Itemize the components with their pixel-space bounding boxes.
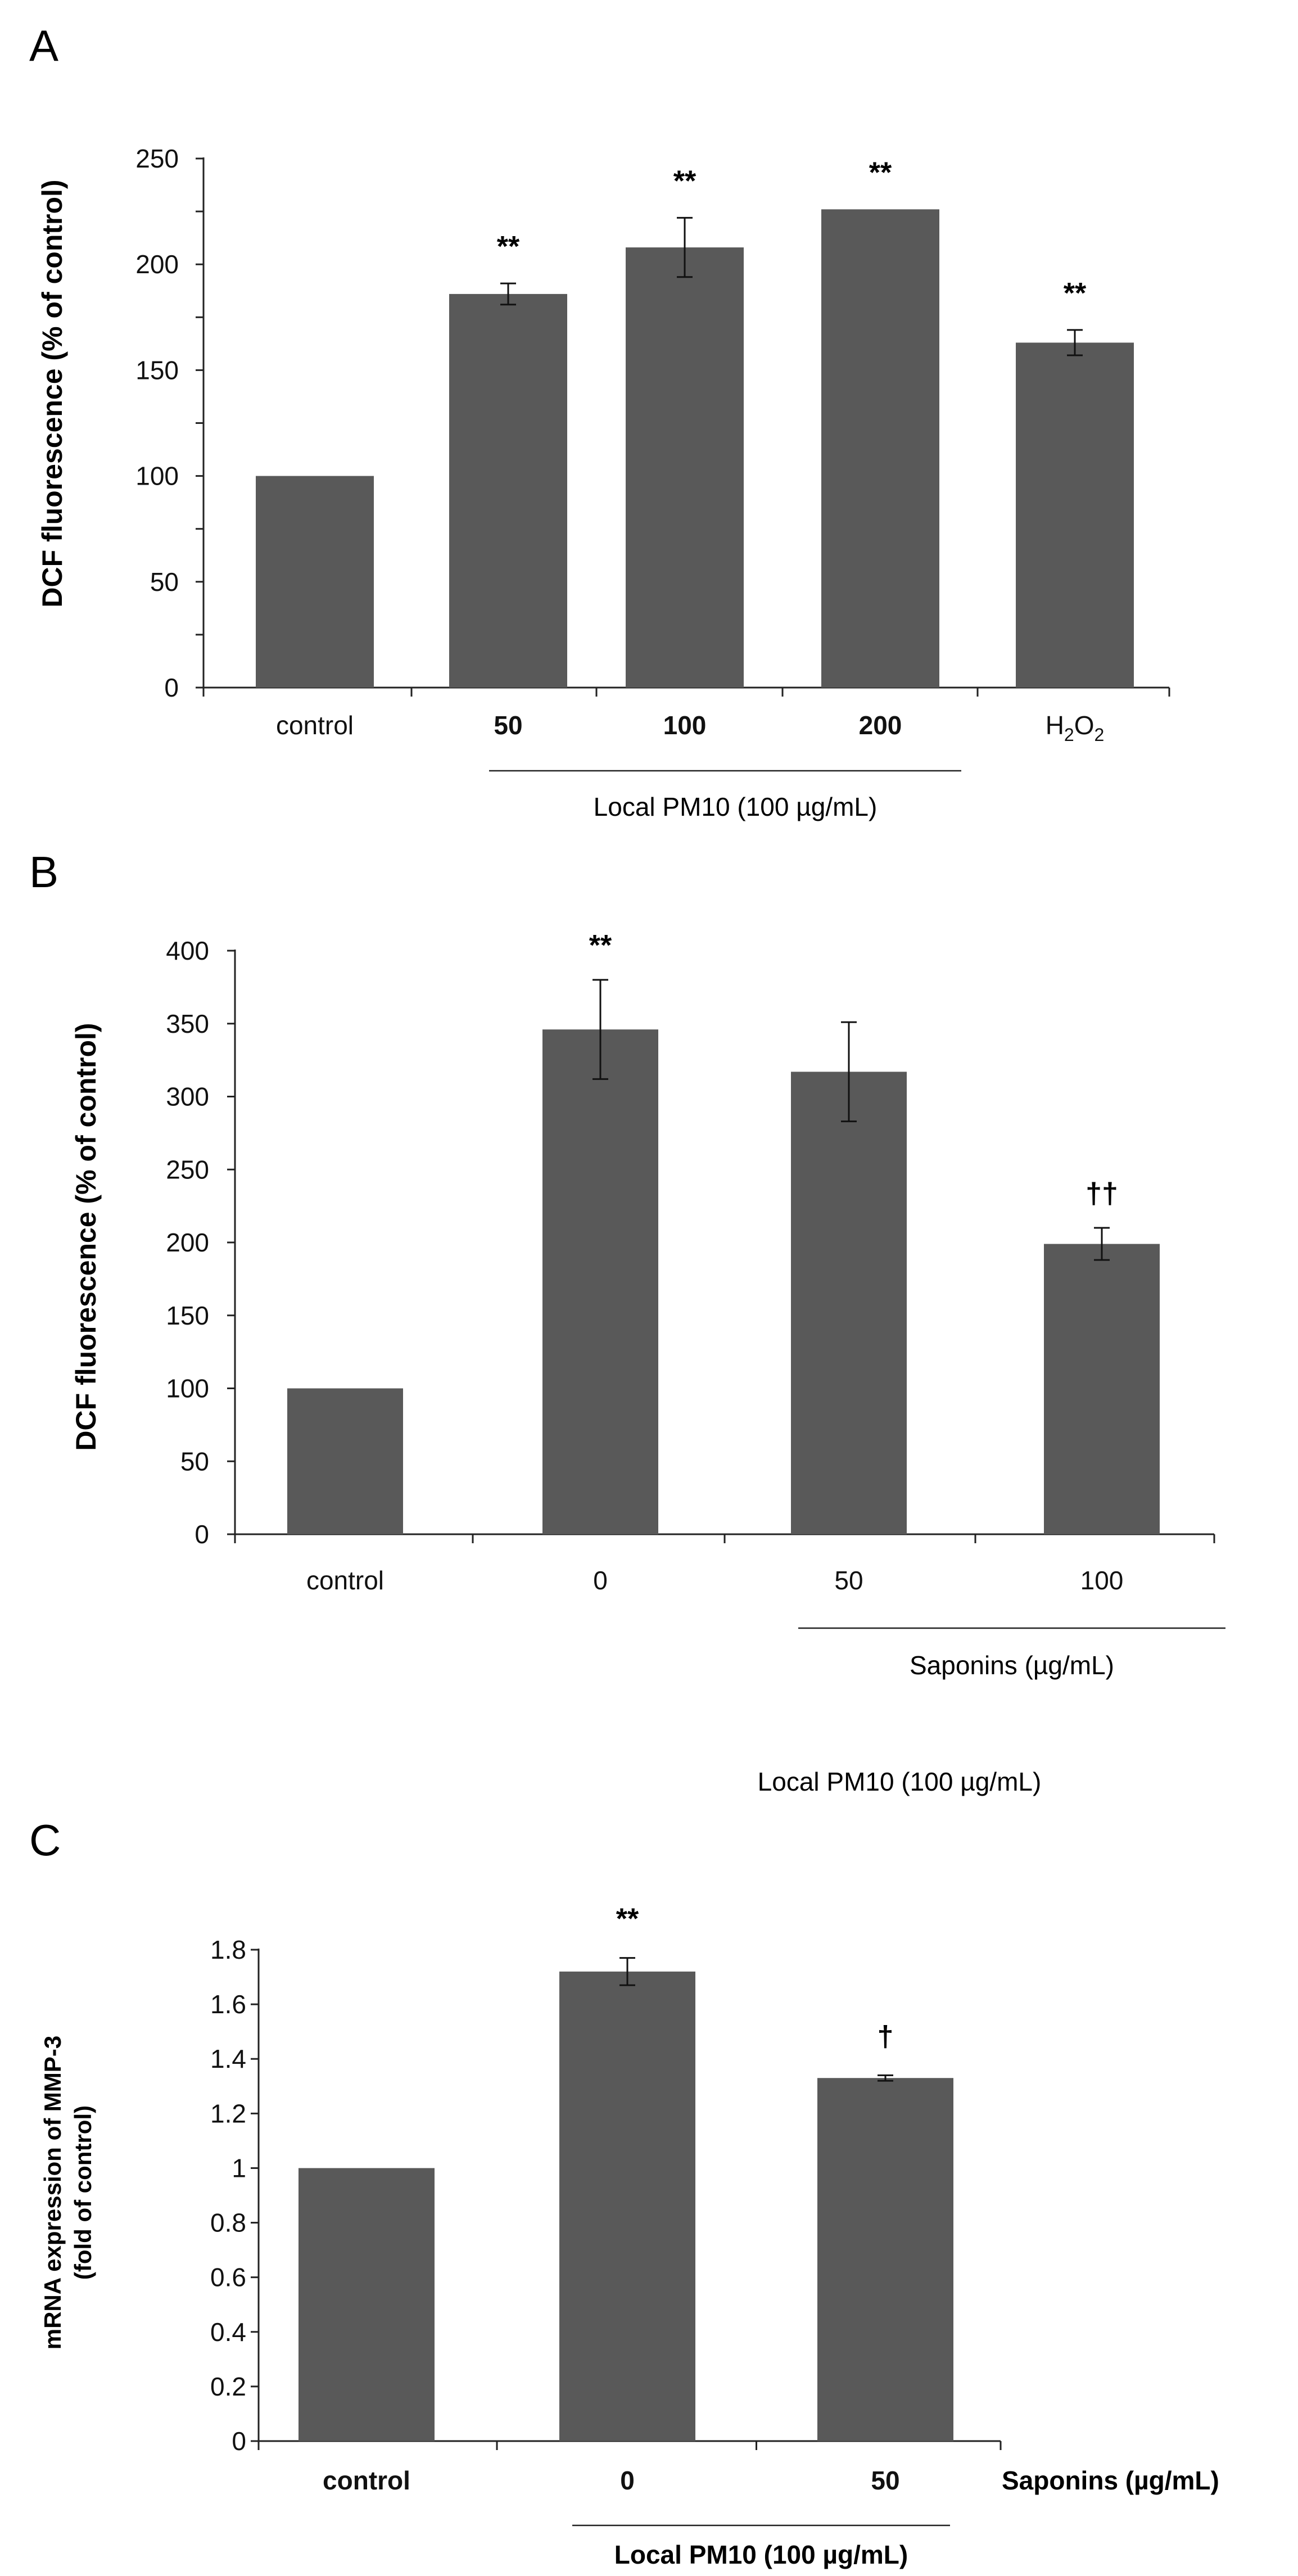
panel-c-y-tick-label: 1.8: [210, 1935, 246, 1964]
panel-a-plot: 0 50 100 150 200 250 control ** 50 ** 100 ** 200 ** H2…: [135, 144, 1170, 821]
panel-c-ylabel-line2: (fold of control): [70, 2105, 96, 2280]
panel-a-category-label: 100: [663, 711, 707, 740]
panel-a-y-tick-label: 250: [135, 144, 179, 173]
panel-c-significance-label: **: [616, 1903, 639, 1936]
panel-b-y-tick-label: 300: [166, 1082, 209, 1111]
panel-a-category-label: 200: [859, 711, 902, 740]
panel-a-significance-label: **: [673, 165, 697, 197]
panel-b-bar: [1044, 1244, 1160, 1534]
panel-a-y-tick-label: 50: [150, 567, 179, 596]
panel-a-bar: [256, 476, 374, 688]
panel-a-bar: [1016, 342, 1134, 688]
panel-c-bar: [817, 2078, 953, 2441]
panel-b-ylabel: DCF fluorescence (% of control): [70, 1023, 102, 1450]
panel-b-bar: [542, 1029, 658, 1534]
panel-c-y-tick-label: 0.4: [210, 2317, 246, 2347]
panel-b-plot: 0 50 100 150 200 250 300 350 400 control ** 0 50 †† 10…: [166, 929, 1225, 1796]
panel-b-significance-label: ††: [1086, 1177, 1118, 1210]
panel-b-outer-group-label: Local PM10 (100 µg/mL): [758, 1767, 1042, 1796]
panel-a-bar: [449, 293, 567, 688]
panel-a-y-tick-label: 100: [135, 462, 179, 491]
panel-c-y-tick-label: 0.2: [210, 2372, 246, 2401]
panel-b-category-label: 100: [1080, 1566, 1124, 1595]
panel-a-y-tick-label: 150: [135, 355, 179, 385]
panel-c-bar: [299, 2168, 435, 2441]
panel-a-bar: [821, 209, 939, 688]
panel-b-bar: [287, 1388, 403, 1534]
panel-b-group-label: Saponins (µg/mL): [910, 1651, 1114, 1680]
panel-b-y-tick-label: 100: [166, 1374, 209, 1403]
panel-c-y-tick-label: 1.4: [210, 2044, 246, 2073]
panel-a-significance-label: **: [497, 231, 520, 263]
panel-b: B DCF fluorescence (% of control) 0 50 100…: [29, 847, 1225, 1796]
panel-c-y-tick-label: 1.6: [210, 1990, 246, 2019]
panel-b-y-tick-label: 250: [166, 1155, 209, 1184]
panel-c-y-tick-label: 1.2: [210, 2099, 246, 2128]
panel-c-y-tick-label: 0.8: [210, 2208, 246, 2238]
panel-a-significance-label: **: [1064, 277, 1087, 310]
panel-a-bar: [626, 247, 744, 688]
panel-c-side-label: Saponins (µg/mL): [1002, 2466, 1219, 2495]
panel-b-y-tick-label: 0: [195, 1520, 209, 1549]
panel-a: A DCF fluorescence (% of control) 0 50 100…: [29, 21, 1170, 821]
panel-c-y-tick-label: 0.6: [210, 2263, 246, 2292]
panel-b-significance-label: **: [589, 929, 612, 962]
panel-b-y-tick-label: 50: [180, 1447, 209, 1476]
panel-b-category-label: 0: [593, 1566, 608, 1595]
panel-a-category-label: 50: [494, 711, 522, 740]
panel-a-significance-label: **: [869, 156, 892, 189]
panel-b-y-tick-label: 400: [166, 936, 209, 965]
panel-b-bar: [791, 1072, 907, 1534]
panel-c-bar: [559, 1971, 695, 2441]
panel-a-category-label: H2O2: [1046, 711, 1105, 745]
panel-a-ylabel: DCF fluorescence (% of control): [37, 179, 68, 607]
panel-c-category-label: 50: [871, 2466, 899, 2495]
panel-c-category-label: control: [323, 2466, 410, 2495]
panel-c-letter: C: [29, 1815, 61, 1865]
panel-b-category-label: control: [306, 1566, 384, 1595]
panel-a-category-label: control: [276, 711, 354, 740]
panel-c-y-tick-label: 1: [232, 2153, 246, 2182]
panel-c-significance-label: †: [878, 2020, 894, 2053]
panel-a-y-tick-label: 0: [164, 673, 179, 702]
panel-b-y-tick-label: 150: [166, 1301, 209, 1330]
panel-c-category-label: 0: [620, 2466, 635, 2495]
panel-c-plot: 0 0.2 0.4 0.6 0.8 1 1.2 1.4 1.6 1.8 control ** 0 † 50 L…: [210, 1903, 1219, 2569]
panel-a-y-tick-label: 200: [135, 250, 179, 279]
panel-b-letter: B: [29, 847, 58, 897]
panel-c-y-tick-label: 0: [232, 2426, 246, 2456]
panel-c-group-label: Local PM10 (100 µg/mL): [614, 2540, 908, 2569]
panel-a-letter: A: [29, 21, 58, 70]
panel-a-group-label: Local PM10 (100 µg/mL): [594, 792, 878, 821]
panel-b-y-tick-label: 350: [166, 1009, 209, 1038]
panel-b-category-label: 50: [834, 1566, 863, 1595]
panel-c: C mRNA expression of MMP-3 (fold of cont…: [29, 1815, 1219, 2569]
panel-c-ylabel-line1: mRNA expression of MMP-3: [39, 2036, 66, 2350]
panel-b-y-tick-label: 200: [166, 1228, 209, 1257]
